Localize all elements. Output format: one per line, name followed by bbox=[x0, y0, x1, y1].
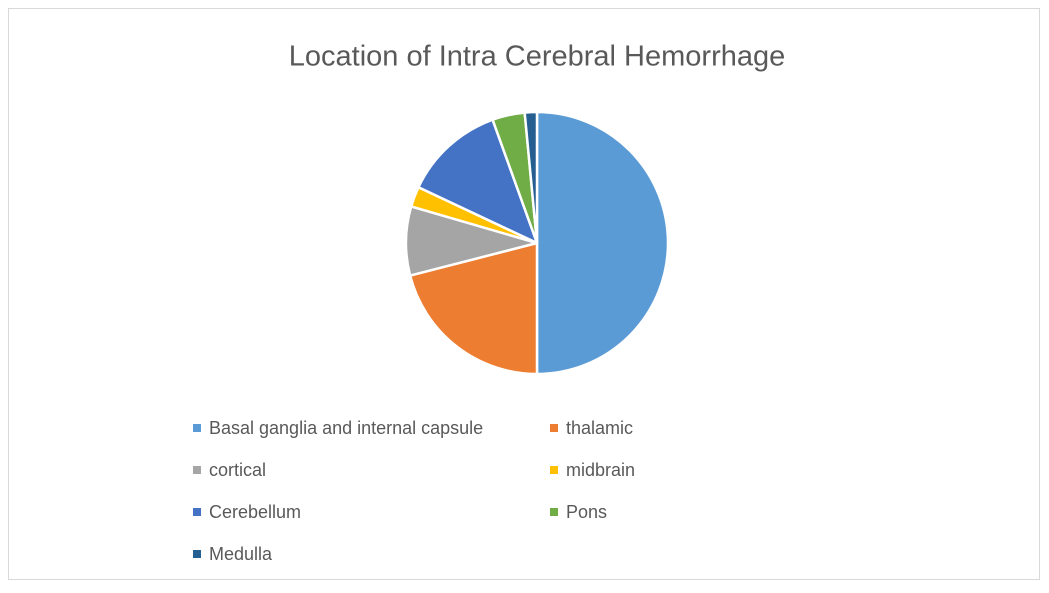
chart-title: Location of Intra Cerebral Hemorrhage bbox=[289, 41, 785, 73]
legend-swatch bbox=[193, 466, 201, 474]
legend-label: Cerebellum bbox=[209, 502, 301, 522]
legend-swatch bbox=[193, 508, 201, 516]
pie-slice bbox=[417, 118, 539, 245]
pie-slice bbox=[523, 110, 539, 245]
legend-swatch bbox=[550, 424, 558, 432]
legend-swatch bbox=[550, 508, 558, 516]
pie-slice bbox=[535, 110, 670, 376]
legend-label: midbrain bbox=[566, 460, 635, 480]
legend-swatch bbox=[193, 550, 201, 558]
legend-label: cortical bbox=[209, 460, 266, 480]
legend-label: Basal ganglia and internal capsule bbox=[209, 418, 483, 438]
legend-swatch bbox=[550, 466, 558, 474]
legend-label: thalamic bbox=[566, 418, 633, 438]
legend-label: Medulla bbox=[209, 544, 273, 564]
legend-label: Pons bbox=[566, 502, 607, 522]
pie-slice bbox=[408, 241, 539, 376]
legend-swatch bbox=[193, 424, 201, 432]
